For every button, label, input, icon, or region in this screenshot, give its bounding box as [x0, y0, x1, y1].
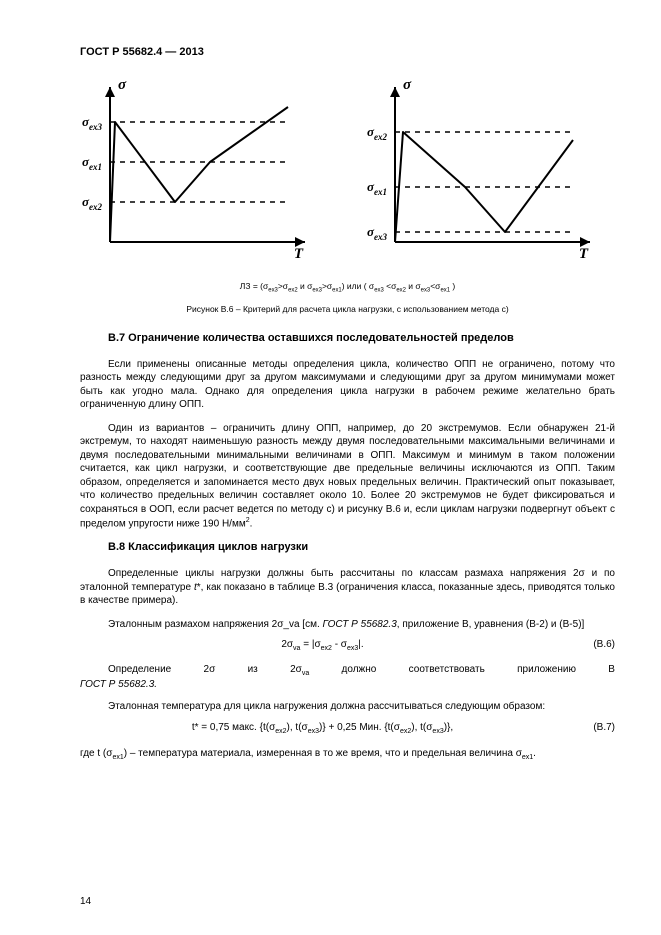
- b7-para-1: Если применены описанные методы определе…: [80, 358, 615, 412]
- svg-text:T: T: [294, 246, 304, 262]
- section-b8-title: В.8 Классификация циклов нагрузки: [108, 541, 615, 553]
- b8-para-2: Эталонным размахом напряжения 2σ_va [см.…: [80, 618, 615, 632]
- equation-b6: 2σva = |σex2 - σex3|. (В.6): [80, 639, 615, 652]
- w0: Определение: [108, 664, 171, 677]
- chart-left: σ Tσex3 σex1 σex2: [80, 72, 330, 277]
- equation-b7: t* = 0,75 макс. {t(σex2), t(σex3)} + 0,2…: [80, 722, 615, 735]
- svg-text:σex2: σex2: [82, 194, 103, 212]
- b8-para-3-line2: ГОСТ Р 55682.3.: [80, 679, 615, 690]
- svg-text:σex1: σex1: [82, 154, 102, 172]
- b8-p2-ref: ГОСТ Р 55682.3: [323, 619, 397, 630]
- eq-b6-number: (В.6): [565, 639, 615, 652]
- sup-2: 2: [246, 517, 250, 524]
- svg-text:σex2: σex2: [367, 124, 388, 142]
- b8-p2b: , приложение B, уравнения (В-2) и (В-5)]: [397, 619, 585, 630]
- eq-b7-formula: t* = 0,75 макс. {t(σex2), t(σex3)} + 0,2…: [80, 722, 565, 735]
- b8-para-4: Эталонная температура для цикла нагружен…: [80, 700, 615, 714]
- under-charts-note: ЛЗ = (σex3>σex2 и σex3>σex1) или ( σex3 …: [80, 281, 615, 294]
- svg-text:σex3: σex3: [367, 224, 388, 242]
- section-b7-title: В.7 Ограничение количества оставшихся по…: [108, 332, 615, 344]
- w7: В: [608, 664, 615, 677]
- b8-para-5: где t (σex1) – температура материала, из…: [80, 747, 615, 762]
- b8-para-3-line1: Определение 2σ из 2σva должно соответств…: [80, 664, 615, 677]
- svg-text:σ: σ: [118, 77, 127, 93]
- svg-text:σex3: σex3: [82, 114, 103, 132]
- b8-p2a: Эталонным размахом напряжения 2σ_va [см.: [108, 619, 323, 630]
- w5: соответствовать: [409, 664, 485, 677]
- w1: 2σ: [204, 664, 216, 677]
- eq-b6-formula: 2σva = |σex2 - σex3|.: [80, 639, 565, 652]
- b8-para-1: Определенные циклы нагрузки должны быть …: [80, 567, 615, 608]
- charts-row: σ Tσex3 σex1 σex2 σ Tσex2 σex1 σex3: [80, 72, 615, 277]
- figure-caption: Рисунок В.6 – Критерий для расчета цикла…: [80, 304, 615, 314]
- w6: приложению: [517, 664, 576, 677]
- page-number: 14: [80, 896, 91, 907]
- svg-text:σ: σ: [403, 77, 412, 93]
- doc-header: ГОСТ Р 55682.4 — 2013: [80, 46, 615, 58]
- svg-text:σex1: σex1: [367, 179, 387, 197]
- w2: из: [248, 664, 258, 677]
- eq-b7-number: (В.7): [565, 722, 615, 735]
- chart-right: σ Tσex2 σex1 σex3: [365, 72, 615, 277]
- w3: 2σva: [290, 664, 309, 677]
- b7-para-2: Один из вариантов – ограничить длину ОПП…: [80, 422, 615, 531]
- svg-text:T: T: [579, 246, 589, 262]
- w4: должно: [342, 664, 377, 677]
